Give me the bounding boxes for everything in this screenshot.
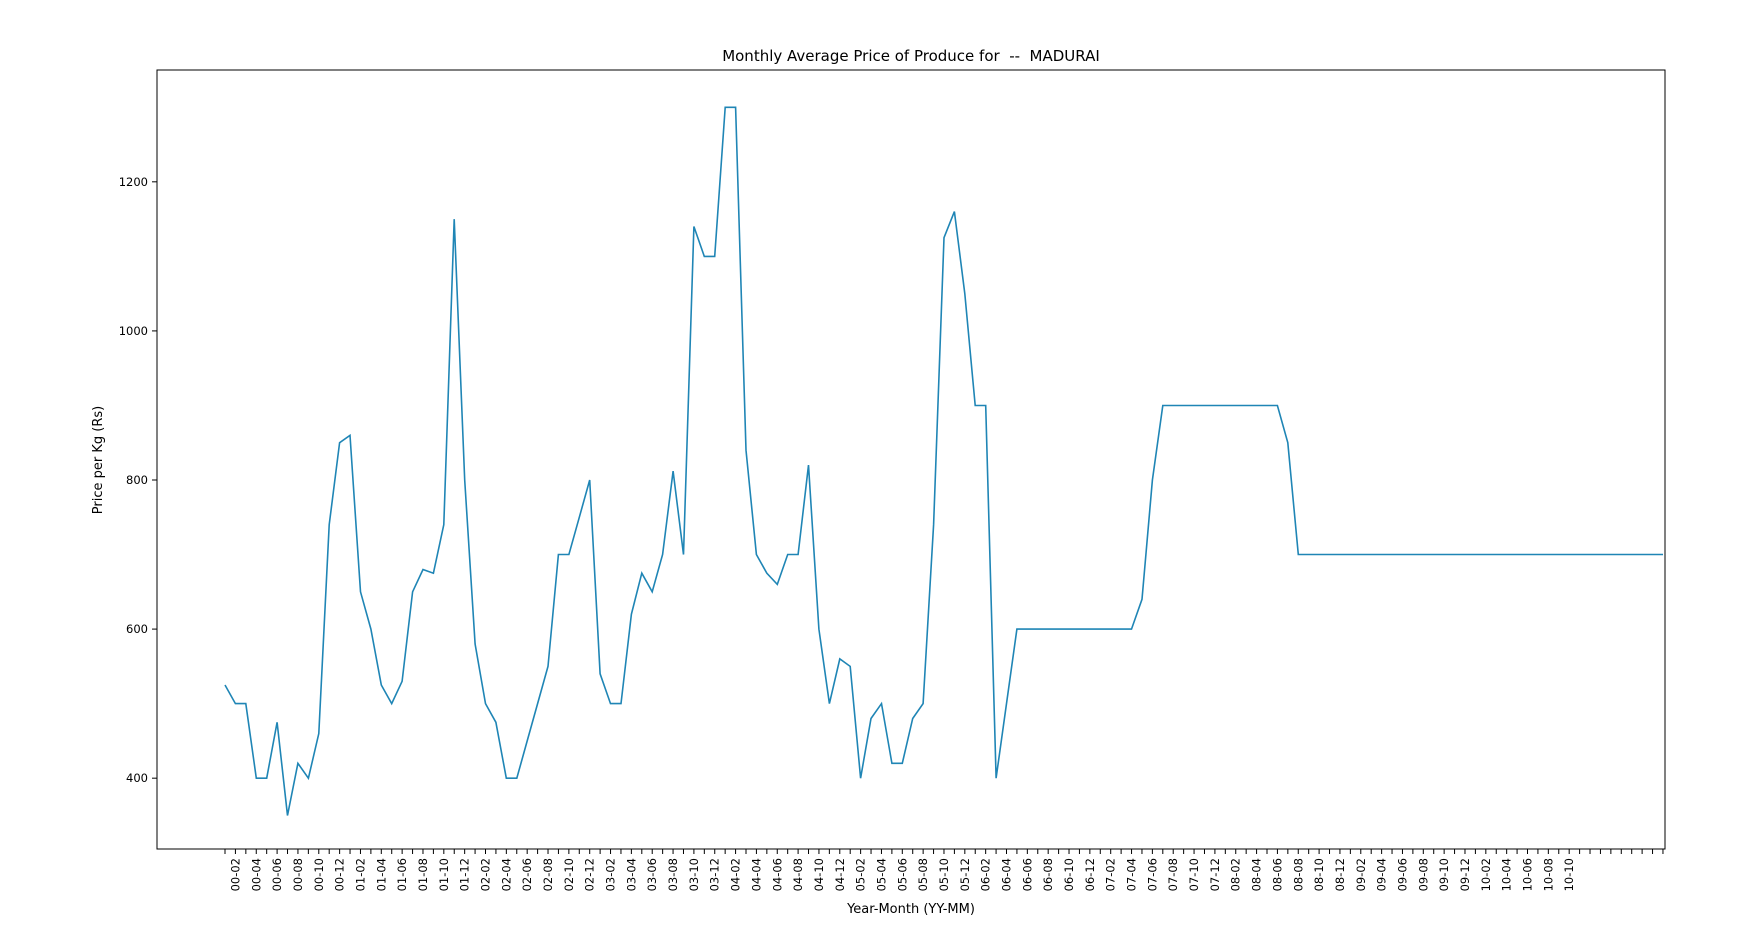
x-tick-label: 02-10 — [562, 858, 576, 891]
x-tick-label: 03-10 — [687, 858, 701, 891]
x-tick-label: 01-02 — [353, 858, 367, 891]
x-tick-label: 08-04 — [1250, 858, 1264, 891]
x-tick-label: 03-08 — [666, 858, 680, 891]
x-tick-label: 06-02 — [979, 858, 993, 891]
x-tick-label: 05-06 — [895, 858, 909, 891]
x-tick-label: 00-10 — [312, 858, 326, 891]
x-tick-label: 03-06 — [645, 858, 659, 891]
x-tick-label: 00-04 — [249, 858, 263, 891]
series-line — [224, 106, 1663, 816]
x-tick-label: 09-08 — [1416, 858, 1430, 891]
x-tick-label: 04-12 — [833, 858, 847, 891]
x-tick-label: 01-10 — [437, 858, 451, 891]
x-tick-label: 07-02 — [1104, 858, 1118, 891]
x-tick-label: 00-06 — [270, 858, 284, 891]
x-tick-label: 09-06 — [1395, 858, 1409, 891]
x-tick-label: 03-12 — [708, 858, 722, 891]
x-tick-label: 06-04 — [1000, 858, 1014, 891]
y-axis-label: Price per Kg (Rs) — [91, 406, 106, 514]
x-tick-label: 05-10 — [937, 858, 951, 891]
x-tick-label: 10-02 — [1479, 858, 1493, 891]
y-tick-label: 800 — [126, 473, 148, 487]
x-tick-label: 09-12 — [1458, 858, 1472, 891]
x-tick-label: 08-06 — [1270, 858, 1284, 891]
x-tick-label: 10-06 — [1521, 858, 1535, 891]
x-tick-label: 07-08 — [1166, 858, 1180, 891]
plot-frame — [156, 69, 1666, 850]
x-tick-label: 05-02 — [854, 858, 868, 891]
x-tick-label: 02-02 — [479, 858, 493, 891]
x-tick-label: 07-06 — [1145, 858, 1159, 891]
x-tick-label: 01-12 — [458, 858, 472, 891]
x-tick-label: 04-04 — [749, 858, 763, 891]
x-tick-label: 08-08 — [1291, 858, 1305, 891]
x-tick-label: 08-02 — [1229, 858, 1243, 891]
x-tick-label: 10-04 — [1500, 858, 1514, 891]
x-tick-label: 00-08 — [291, 858, 305, 891]
x-tick-label: 02-08 — [541, 858, 555, 891]
x-tick-label: 00-12 — [333, 858, 347, 891]
x-tick-label: 04-02 — [729, 858, 743, 891]
x-tick-label: 08-12 — [1333, 858, 1347, 891]
chart-title: Monthly Average Price of Produce for -- … — [722, 47, 1100, 65]
x-tick-label: 06-10 — [1062, 858, 1076, 891]
x-tick-label: 00-02 — [228, 858, 242, 891]
x-tick-label: 06-12 — [1083, 858, 1097, 891]
x-tick-label: 06-06 — [1020, 858, 1034, 891]
x-tick-label: 03-02 — [604, 858, 618, 891]
y-axis: 400 600 800 1000 1200 — [119, 175, 157, 785]
x-tick-label: 08-10 — [1312, 858, 1326, 891]
x-tick-label: 09-10 — [1437, 858, 1451, 891]
y-tick-label: 400 — [126, 771, 148, 785]
x-tick-label: 04-10 — [812, 858, 826, 891]
x-tick-label: 02-04 — [499, 858, 513, 891]
x-tick-label: 07-04 — [1125, 858, 1139, 891]
x-tick-label: 09-04 — [1375, 858, 1389, 891]
x-tick-label: 03-04 — [624, 858, 638, 891]
x-tick-label: 01-08 — [416, 858, 430, 891]
x-tick-label: 01-04 — [374, 858, 388, 891]
x-tick-label: 05-08 — [916, 858, 930, 891]
series-group — [224, 106, 1663, 816]
y-tick-label: 600 — [126, 622, 148, 636]
x-tick-label: 04-08 — [791, 858, 805, 891]
x-tick-label: 06-08 — [1041, 858, 1055, 891]
x-tick-label: 10-10 — [1562, 858, 1576, 891]
x-tick-label: 01-06 — [395, 858, 409, 891]
x-tick-label: 10-08 — [1541, 858, 1555, 891]
x-tick-label: 02-12 — [583, 858, 597, 891]
x-tick-label: 05-04 — [874, 858, 888, 891]
x-tick-label: 02-06 — [520, 858, 534, 891]
x-tick-label: 05-12 — [958, 858, 972, 891]
x-tick-label: 09-02 — [1354, 858, 1368, 891]
x-axis: 00-02 00-04 00-06 00-08 00-10 00-12 01-02 01-04… — [224, 849, 1664, 891]
y-tick-label: 1200 — [119, 175, 148, 189]
x-axis-label: Year-Month (YY-MM) — [846, 902, 975, 917]
y-tick-label: 1000 — [119, 324, 148, 338]
x-tick-label: 04-06 — [770, 858, 784, 891]
x-tick-label: 07-12 — [1208, 858, 1222, 891]
x-tick-label: 07-10 — [1187, 858, 1201, 891]
